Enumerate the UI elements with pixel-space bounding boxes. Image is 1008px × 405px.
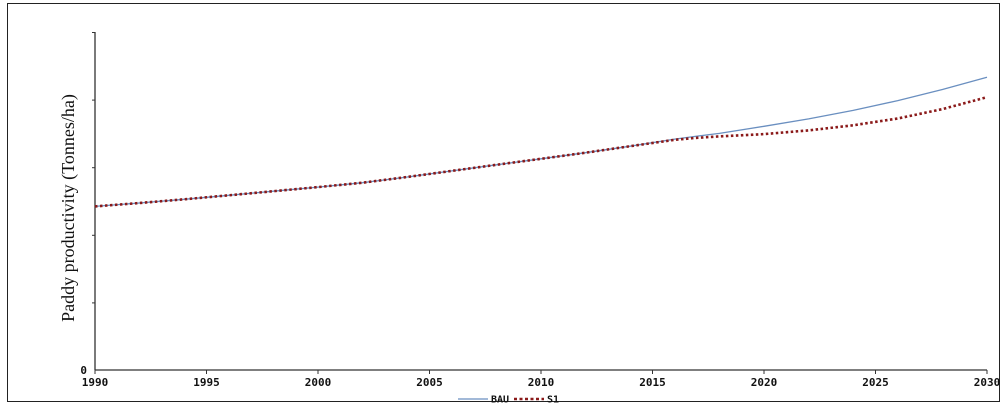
- y-axis-label: Paddy productivity (Tonnes/ha): [58, 94, 79, 322]
- x-tick-label: 2025: [862, 376, 889, 389]
- x-tick-label: 2015: [639, 376, 666, 389]
- x-tick-label: 1990: [82, 376, 109, 389]
- x-tick-label: 2000: [305, 376, 332, 389]
- x-tick-label: 2005: [416, 376, 443, 389]
- series-line-bau: [94, 76, 988, 208]
- chart-axes: 1990 1995 2000 2005 2010 2015 2020 2025 2030 0: [80, 32, 1000, 389]
- series-line-s1: [94, 95, 988, 208]
- chart-frame: [7, 3, 1000, 402]
- x-tick-label: 2010: [528, 376, 555, 389]
- x-tick-label: 2020: [751, 376, 778, 389]
- chart-legend: BAU S1: [458, 395, 559, 405]
- y-tick-label: 0: [80, 364, 87, 377]
- legend-label-bau: BAU: [491, 395, 509, 405]
- legend-label-s1: S1: [547, 395, 559, 405]
- x-tick-label: 1995: [193, 376, 220, 389]
- x-tick-label: 2030: [974, 376, 1001, 389]
- chart-series: [94, 76, 988, 208]
